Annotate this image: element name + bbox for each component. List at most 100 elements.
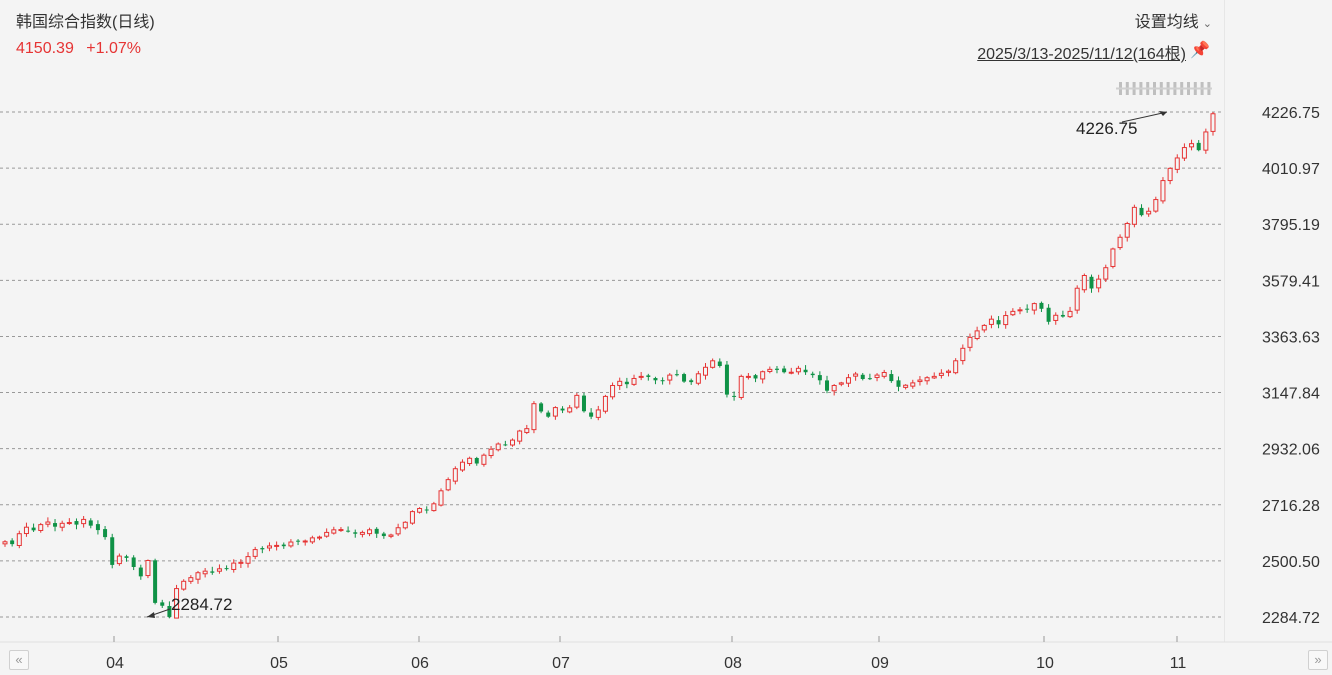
candle-body-down — [860, 374, 865, 379]
x-tick-label: 06 — [411, 655, 429, 672]
candle-body-down — [88, 520, 93, 526]
candle-body-up — [960, 347, 966, 362]
candle-body-down — [160, 602, 165, 606]
y-tick-label: 3363.63 — [1262, 329, 1320, 346]
candle-body-down — [53, 523, 58, 527]
candle-body-up — [745, 375, 751, 378]
y-tick-label: 3579.41 — [1262, 273, 1320, 290]
candle-body-down — [1196, 142, 1201, 151]
candle-body-up — [552, 407, 558, 417]
candle-body-up — [1210, 113, 1216, 132]
pin-icon[interactable]: 📌 — [1190, 42, 1210, 59]
candle-body-down — [825, 380, 830, 391]
candle-body-up — [445, 479, 451, 491]
candle-body-up — [195, 572, 201, 580]
candle-body-up — [988, 318, 994, 325]
candle-body-up — [388, 534, 394, 537]
candle-body-up — [145, 559, 151, 577]
candle-body-up — [1174, 157, 1180, 170]
candle-body-up — [367, 529, 373, 535]
y-tick-label: 2716.28 — [1262, 498, 1320, 515]
candle-body-up — [174, 588, 180, 619]
candle-body-up — [946, 370, 952, 373]
candle-body-down — [381, 533, 386, 537]
candle-body-up — [953, 360, 959, 374]
candle-body-down — [424, 509, 429, 511]
candle-body-up — [1131, 206, 1137, 225]
candle-body-up — [981, 324, 987, 331]
candle-body-up — [317, 536, 323, 539]
candle-body-down — [674, 374, 679, 376]
candle-body-down — [474, 457, 479, 464]
x-tick-label: 04 — [106, 655, 124, 672]
min-arrowhead — [147, 612, 155, 618]
candle-body-up — [1153, 199, 1159, 212]
candle-body-up — [710, 360, 716, 368]
candle-body-down — [682, 374, 687, 382]
candle-body-down — [546, 412, 551, 417]
ma-setting-button[interactable]: 设置均线 ⌄ — [1135, 8, 1212, 32]
candle-body-up — [1146, 210, 1152, 215]
candle-body-down — [95, 524, 100, 531]
x-tick-label: 07 — [552, 655, 570, 672]
candle-body-up — [760, 371, 766, 380]
candle-body-up — [1074, 287, 1080, 311]
candle-body-up — [288, 541, 294, 547]
candle-body-up — [417, 507, 423, 513]
x-tick-label: 05 — [270, 655, 288, 672]
y-tick-label: 2284.72 — [1262, 610, 1320, 627]
candle-body-down — [1039, 302, 1044, 309]
candle-body-up — [338, 529, 344, 532]
candle-body-down — [803, 369, 808, 373]
y-tick-label: 3147.84 — [1262, 386, 1320, 403]
candle-body-down — [1060, 314, 1065, 317]
candle-body-up — [2, 541, 8, 545]
candle-body-down — [260, 548, 265, 550]
candle-body-down — [153, 560, 158, 603]
candle-body-up — [638, 375, 644, 378]
candle-body-up — [309, 537, 315, 543]
candle-body-up — [1167, 167, 1173, 182]
candle-body-down — [732, 395, 737, 397]
candle-body-down — [1139, 207, 1144, 216]
y-axis-divider — [1224, 0, 1225, 642]
max-arrowhead — [1159, 111, 1167, 116]
candle-body-up — [881, 371, 887, 377]
candle-body-down — [817, 375, 822, 381]
candle-body-up — [1096, 278, 1102, 289]
candle-body-up — [831, 384, 837, 392]
candle-body-up — [967, 336, 973, 348]
candle-body-up — [1117, 236, 1123, 249]
x-tick-label: 08 — [724, 655, 742, 672]
candle-body-up — [252, 549, 258, 557]
scroll-right-button[interactable]: » — [1308, 650, 1328, 670]
max-label: 4226.75 — [1076, 119, 1137, 138]
candle-body-up — [38, 524, 44, 531]
candle-body-down — [810, 373, 815, 376]
candle-body-up — [231, 562, 237, 570]
candle-body-up — [188, 577, 194, 582]
scroll-left-button[interactable]: « — [9, 650, 29, 670]
candle-body-down — [103, 529, 108, 538]
date-range-link[interactable]: 2025/3/13-2025/11/12(164根) — [977, 46, 1186, 63]
candle-body-down — [653, 378, 658, 381]
candle-body-down — [660, 380, 665, 382]
candle-body-up — [853, 373, 859, 377]
candle-body-down — [724, 364, 729, 395]
candle-body-up — [531, 403, 537, 431]
candle-body-down — [996, 320, 1001, 325]
candle-body-up — [695, 373, 701, 384]
candle-body-up — [324, 531, 330, 537]
candle-body-up — [431, 503, 437, 512]
candle-body-up — [181, 580, 187, 590]
candle-body-up — [359, 531, 365, 535]
candle-body-down — [296, 540, 301, 542]
candle-body-up — [874, 374, 880, 379]
candle-body-up — [595, 409, 601, 418]
candle-body-up — [45, 521, 51, 525]
candle-body-up — [438, 490, 444, 506]
candle-body-up — [738, 375, 744, 398]
candle-body-up — [452, 468, 458, 482]
candle-body-down — [589, 412, 594, 417]
